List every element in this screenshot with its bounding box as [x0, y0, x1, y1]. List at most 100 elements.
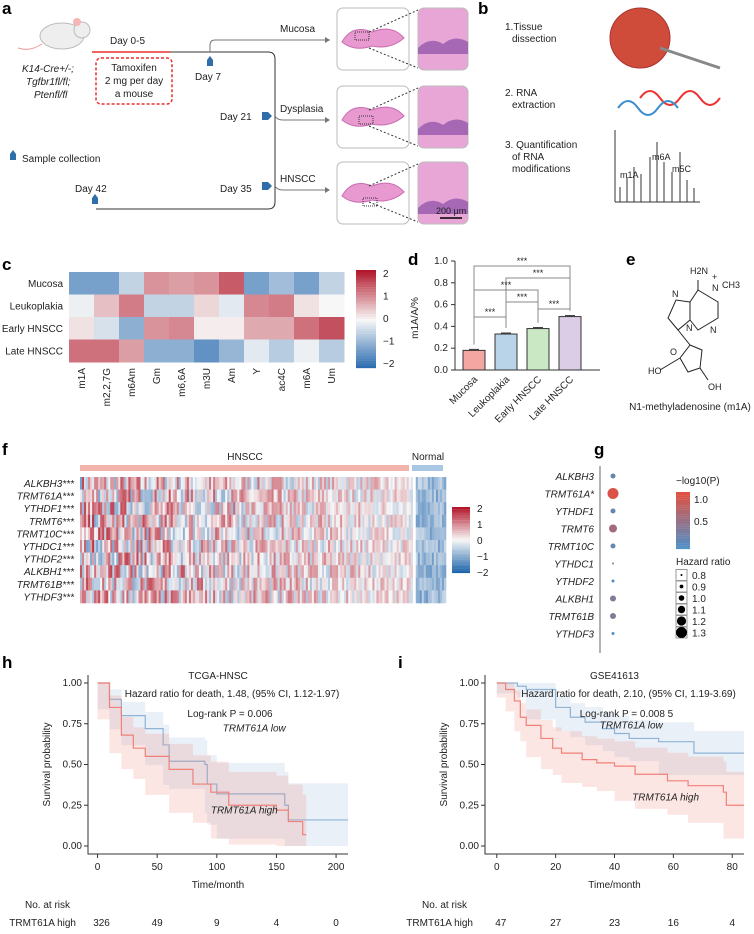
series-label-low: TRMT61A low: [600, 721, 664, 732]
heatmap-cell: [261, 502, 264, 516]
heatmap-cell: [285, 565, 289, 579]
heatmap-cell: [217, 514, 220, 528]
heatmap-cell: [350, 590, 353, 604]
heatmap-cell: [334, 527, 337, 541]
heatmap-cell: [152, 502, 155, 516]
heatmap-cell: [352, 565, 355, 579]
heatmap-cell: [166, 514, 170, 528]
heatmap-cell: [144, 540, 147, 553]
heatmap-cell: [239, 477, 242, 490]
heatmap-cell: [332, 590, 335, 604]
heatmap-cell: [291, 540, 295, 553]
heatmap-cell: [235, 527, 238, 541]
heatmap-cell: [402, 477, 405, 490]
heatmap-cell: [330, 514, 333, 528]
heatmap-cell: [370, 489, 373, 503]
heatmap-cell: [388, 514, 391, 528]
heatmap-cell: [400, 502, 403, 516]
heatmap-cell: [203, 565, 206, 579]
heatmap-cell: [328, 540, 331, 553]
panel-i-km: 0.000.250.500.751.000 20 40 60 80Time/monthS…: [406, 671, 744, 929]
y-axis-label: Survival probability: [42, 723, 53, 807]
colorbar-segment: [356, 319, 376, 322]
heatmap-cell: [82, 489, 85, 503]
heatmap-cell: [118, 489, 121, 503]
heatmap-cell: [336, 577, 339, 591]
heatmap-cell: [247, 540, 250, 553]
colorbar-segment: [452, 564, 470, 567]
heatmap-cell: [439, 502, 443, 516]
heatmap-cell: [392, 590, 395, 604]
heatmap-cell: [134, 489, 137, 503]
heatmap-cell: [244, 272, 270, 295]
heatmap-cell: [415, 502, 419, 516]
heatmap-cell: [140, 565, 143, 579]
heatmap-cell: [364, 565, 367, 579]
heatmap-cell: [178, 527, 182, 541]
heatmap-cell: [417, 552, 421, 566]
heatmap-cell: [317, 577, 321, 591]
heatmap-cell: [326, 552, 329, 566]
heatmap-cell: [237, 489, 240, 503]
heatmap-cell: [160, 577, 163, 591]
heatmap-cell: [114, 489, 117, 503]
colorbar-segment: [676, 547, 690, 550]
heatmap-cell: [253, 502, 256, 516]
heatmap-cell: [332, 527, 335, 541]
colorbar-segment: [452, 515, 470, 519]
heatmap-cell: [392, 565, 395, 579]
heatmap-cell: [291, 577, 295, 591]
colorbar-segment: [452, 542, 470, 545]
heatmap-cell: [356, 577, 359, 591]
y-tick: 0.50: [460, 760, 480, 771]
heatmap-cell: [433, 540, 437, 553]
heatmap-cell: [239, 552, 242, 566]
heatmap-cell: [132, 502, 135, 516]
heatmap-cell: [100, 514, 103, 528]
heatmap-cell: [196, 514, 200, 528]
heatmap-cell: [231, 527, 234, 541]
heatmap-cell: [106, 514, 109, 528]
heatmap-cell: [201, 552, 204, 566]
risk-table-row-label: TRMT61A high: [406, 918, 473, 929]
heatmap-cell: [217, 527, 220, 541]
heatmap-cell: [251, 590, 254, 604]
dot: [607, 488, 619, 499]
heatmap-cell: [88, 502, 91, 516]
heatmap-cell: [415, 514, 419, 528]
colorbar-segment: [452, 524, 470, 527]
heatmap-cell: [330, 540, 333, 553]
heatmap-cell: [116, 514, 119, 528]
heatmap-cell: [269, 540, 272, 553]
heatmap-cell: [370, 565, 373, 579]
heatmap-cell: [410, 552, 414, 566]
heatmap-cell: [294, 294, 320, 318]
heatmap-cell: [324, 502, 327, 516]
heatmap-cell: [184, 514, 188, 528]
heatmap-cell: [417, 590, 421, 604]
heatmap-cell: [338, 489, 341, 503]
heatmap-cell: [257, 502, 260, 516]
heatmap-cell: [237, 565, 240, 579]
heatmap-cell: [239, 577, 242, 591]
heatmap-cell: [326, 565, 329, 579]
heatmap-cell: [119, 317, 145, 340]
heatmap-cell: [275, 552, 278, 566]
heatmap-cell: [98, 540, 101, 553]
heatmap-cell: [251, 489, 254, 503]
heatmap-cell: [140, 514, 143, 528]
heatmap-cell: [245, 477, 248, 490]
heatmap-cell: [182, 489, 186, 503]
heatmap-cell: [112, 540, 115, 553]
mouse-genotype-line: Ptenfl/fl: [34, 90, 68, 101]
heatmap-cell: [219, 565, 222, 579]
heatmap-cell: [100, 477, 103, 490]
heatmap-cell: [259, 590, 262, 604]
heatmap-cell: [324, 514, 327, 528]
heatmap-cell: [259, 540, 262, 553]
heatmap-cell: [336, 540, 339, 553]
heatmap-cell: [126, 590, 129, 604]
heatmap-cell: [80, 502, 83, 516]
heatmap-cell: [251, 502, 254, 516]
